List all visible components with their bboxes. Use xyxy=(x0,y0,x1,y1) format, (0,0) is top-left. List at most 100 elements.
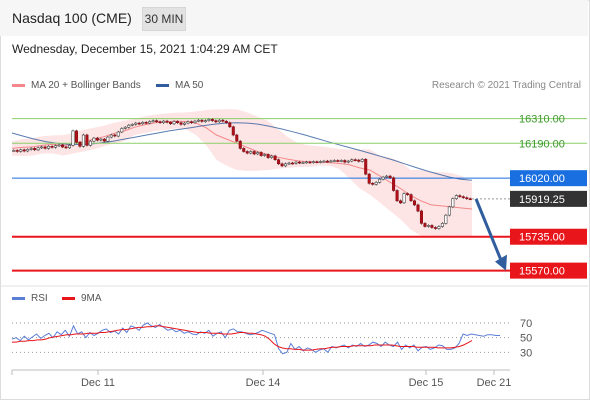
rsi-tick-label: 50 xyxy=(520,333,532,345)
bollinger-band-fill xyxy=(12,109,472,238)
candle-body xyxy=(332,160,336,162)
rsi-tick-label: 70 xyxy=(520,318,532,330)
candle-body xyxy=(203,120,207,122)
candle-body xyxy=(287,162,291,165)
ma20-line xyxy=(11,120,473,210)
candle-body xyxy=(409,194,413,202)
candle-body xyxy=(71,130,75,146)
candle-body xyxy=(74,130,78,143)
candle-body xyxy=(26,149,30,152)
candle-body xyxy=(22,149,26,152)
candle-body xyxy=(228,122,232,128)
candle-body xyxy=(381,176,385,180)
level-label-support: 15570.00 xyxy=(519,266,565,278)
candle-body xyxy=(155,120,159,122)
candle-body xyxy=(231,126,235,136)
candle-body xyxy=(221,119,225,122)
candle-body xyxy=(186,121,190,124)
candle-body xyxy=(304,161,308,164)
candle-body xyxy=(106,136,110,142)
candle-body xyxy=(189,121,193,123)
candle-body xyxy=(162,120,166,123)
rsi-swatch xyxy=(12,297,25,300)
candle-body xyxy=(329,160,333,163)
candle-body xyxy=(242,148,246,152)
level-label-pivot: 16020.00 xyxy=(519,173,565,185)
candle-body xyxy=(259,152,263,156)
level-label-bg-support xyxy=(510,262,587,279)
ma9-swatch xyxy=(62,297,75,300)
candle-body xyxy=(95,137,99,141)
forecast-arrow-line xyxy=(474,198,504,264)
x-tick-label: Dec 15 xyxy=(409,377,444,389)
candle-body xyxy=(249,151,253,154)
candle-body xyxy=(395,190,399,202)
candle-body xyxy=(402,193,406,204)
candle-body xyxy=(196,119,200,122)
candle-body xyxy=(280,163,284,167)
candle-body xyxy=(416,204,420,212)
candle-body xyxy=(297,161,302,164)
candle-body xyxy=(451,198,455,208)
candle-body xyxy=(371,183,375,185)
candle-body xyxy=(137,122,141,125)
candle-body xyxy=(123,126,127,129)
candle-body xyxy=(252,151,256,155)
candle-body xyxy=(109,134,113,138)
x-tick-label: Dec 14 xyxy=(246,377,281,389)
candle-body xyxy=(273,155,277,161)
candle-body xyxy=(367,173,371,184)
legend-rsi-label: RSI xyxy=(31,293,48,304)
candle-body xyxy=(141,122,145,125)
candle-body xyxy=(385,175,389,178)
candle-body xyxy=(214,120,218,123)
candle-body xyxy=(308,161,312,164)
candle-body xyxy=(130,124,134,126)
candle-body xyxy=(336,160,340,162)
legend-9ma-label: 9MA xyxy=(81,293,102,304)
candle-body xyxy=(120,128,124,133)
candle-body xyxy=(388,175,392,179)
candle-body xyxy=(113,134,117,137)
candle-body xyxy=(343,160,347,163)
candle-body xyxy=(207,119,211,121)
candle-body xyxy=(360,159,364,162)
ma50-swatch xyxy=(156,84,169,87)
candle-body xyxy=(437,226,441,229)
candle-body xyxy=(465,197,469,199)
candle-body xyxy=(200,119,204,122)
timeframe-badge[interactable]: 30 MIN xyxy=(142,7,186,31)
candle-body xyxy=(364,159,368,175)
legend-bollinger: MA 20 + Bollinger Bands xyxy=(12,80,141,91)
level-label-resistance: 16310.00 xyxy=(519,114,565,126)
candle-body xyxy=(350,159,354,162)
candle-body xyxy=(440,223,444,227)
candle-body xyxy=(458,195,462,197)
legend-9ma: 9MA xyxy=(62,293,102,304)
candle-body xyxy=(419,210,423,224)
candle-body xyxy=(179,122,183,125)
candle-body xyxy=(325,160,329,163)
candle-body xyxy=(318,161,322,163)
candle-body xyxy=(378,178,382,183)
rsi-tick-label: 30 xyxy=(520,347,532,359)
candle-body xyxy=(423,223,427,227)
candle-body xyxy=(277,159,281,165)
candle-body xyxy=(353,159,357,161)
candle-body xyxy=(78,141,82,147)
candle-body xyxy=(19,149,23,152)
rsi-9ma-line xyxy=(12,325,473,351)
candle-body xyxy=(468,198,472,200)
candle-body xyxy=(148,121,152,124)
candle-body xyxy=(454,195,458,200)
candle-body xyxy=(374,182,378,185)
candle-body xyxy=(29,148,33,150)
candle-body xyxy=(311,161,315,163)
candle-body xyxy=(127,124,131,128)
candle-body xyxy=(81,134,85,147)
candle-body xyxy=(176,121,180,124)
candle-body xyxy=(182,122,187,125)
candle-body xyxy=(339,160,343,162)
candle-body xyxy=(67,145,72,149)
